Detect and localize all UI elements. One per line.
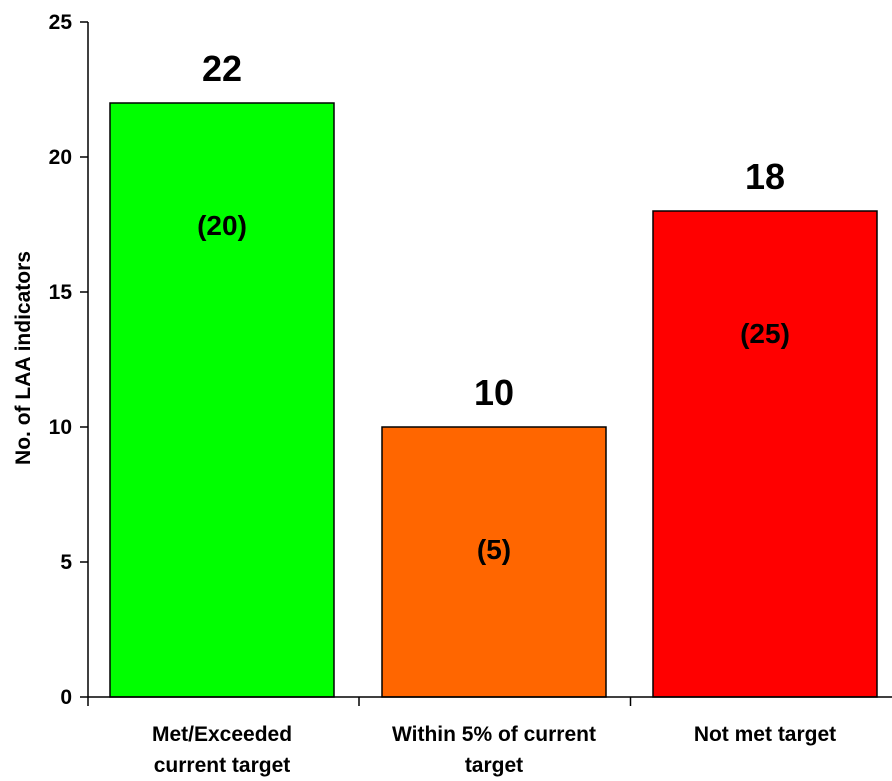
y-tick-label: 10 bbox=[49, 416, 72, 439]
x-category-label: Not met target bbox=[694, 723, 836, 746]
bars: 22 (20) 10 (5) 18 (25) bbox=[109, 48, 878, 698]
bar-inner-label: (25) bbox=[740, 318, 790, 349]
x-axis: Met/Exceeded current target Within 5% of c… bbox=[87, 696, 892, 777]
y-tick-label: 25 bbox=[49, 11, 73, 34]
bar-inner-label: (20) bbox=[197, 210, 247, 241]
x-category-label: target bbox=[465, 754, 523, 777]
x-category-label: Within 5% of current bbox=[392, 723, 596, 746]
y-axis-title: No. of LAA indicators bbox=[12, 251, 35, 465]
bar-value-label: 18 bbox=[745, 156, 785, 197]
y-axis: 0 5 10 15 20 25 bbox=[49, 11, 89, 709]
bar-inner-label: (5) bbox=[477, 534, 511, 565]
x-category-label: current target bbox=[154, 754, 291, 777]
y-tick-label: 5 bbox=[60, 551, 72, 574]
bar-value-label: 22 bbox=[202, 48, 242, 89]
y-tick-label: 20 bbox=[49, 146, 72, 169]
x-category-label: Met/Exceeded bbox=[152, 723, 292, 746]
bar bbox=[652, 210, 878, 698]
y-tick-label: 0 bbox=[60, 686, 72, 709]
bar bbox=[109, 102, 335, 698]
y-tick-label: 15 bbox=[49, 281, 73, 304]
bar-value-label: 10 bbox=[474, 372, 514, 413]
